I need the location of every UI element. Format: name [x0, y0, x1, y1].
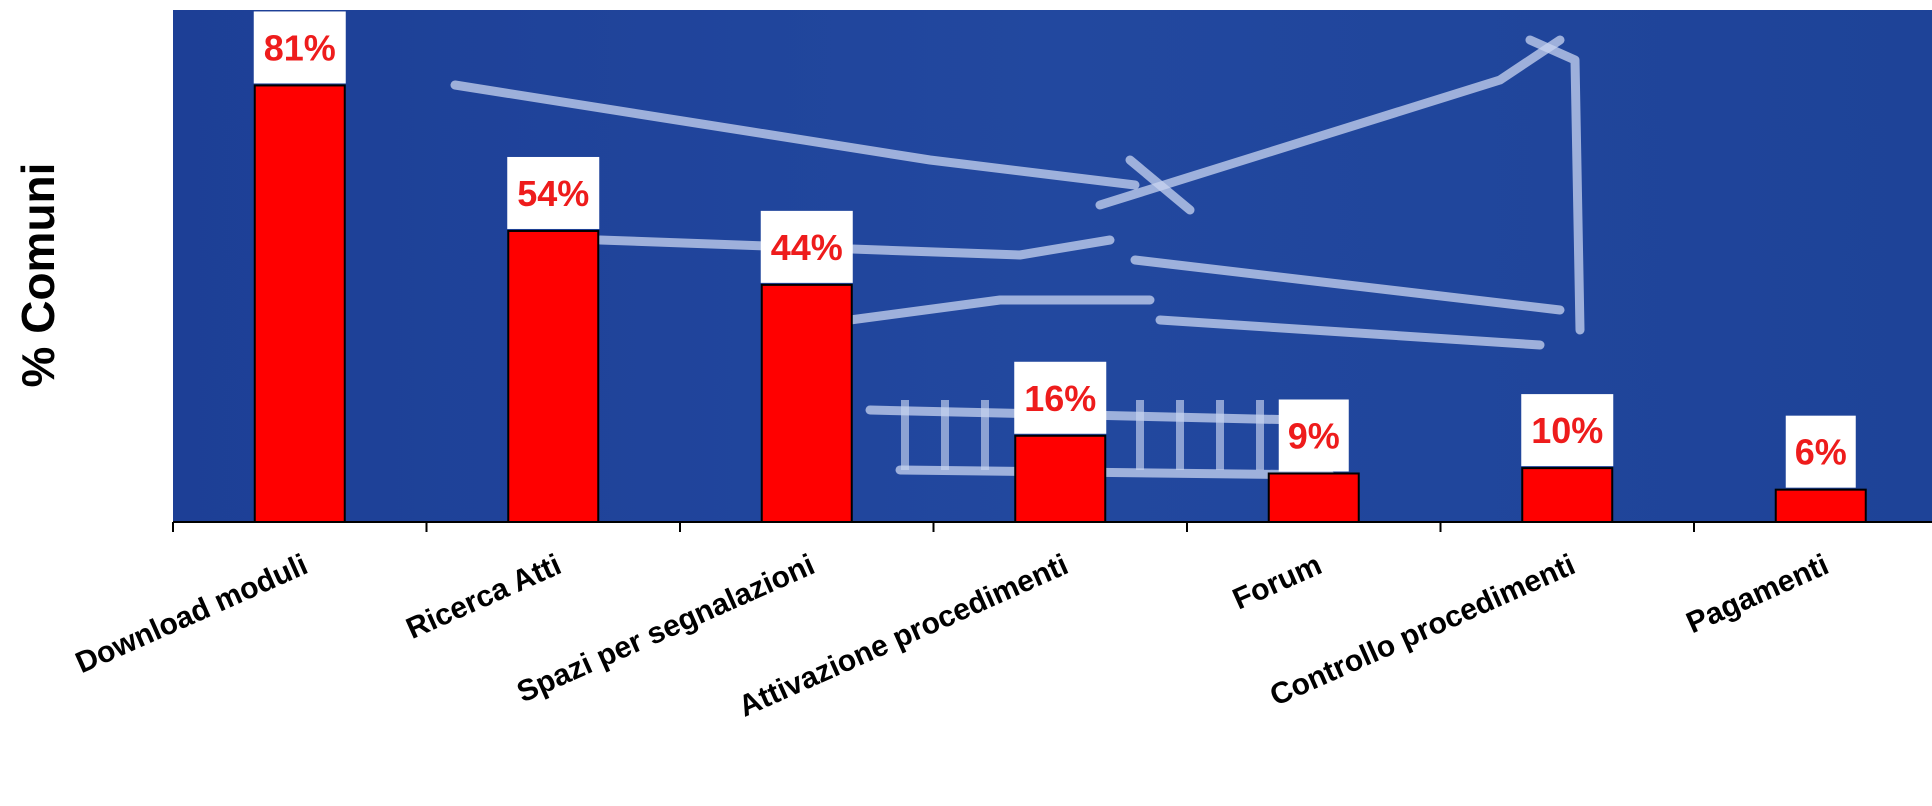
- bar-1: [507, 229, 600, 523]
- bar-4: [1267, 472, 1360, 524]
- bar-2: [760, 283, 853, 523]
- data-label-box-0: [253, 11, 346, 84]
- data-label-box-6: [1785, 415, 1856, 488]
- background-emblem-columns: [901, 400, 1264, 470]
- x-tick-label-0: Download moduli: [71, 548, 313, 680]
- data-label-5: 10%: [1531, 410, 1603, 451]
- x-tick-label-4: Forum: [1228, 548, 1327, 616]
- data-label-2: 44%: [771, 227, 843, 268]
- data-label-box-1: [507, 156, 600, 229]
- data-label-box-4: [1278, 399, 1349, 472]
- bar-3: [1014, 434, 1107, 524]
- x-axis: [172, 521, 1932, 532]
- data-label-box-3: [1014, 361, 1107, 434]
- x-tick-label-6: Pagamenti: [1682, 548, 1834, 640]
- data-label-box-2: [760, 210, 853, 283]
- data-label-4: 9%: [1288, 415, 1340, 456]
- data-labels-layer: 81% 54% 44% 16% 9% 10% 6%: [253, 11, 1856, 488]
- y-axis-label: % Comuni: [12, 163, 64, 388]
- data-label-3: 16%: [1024, 378, 1096, 419]
- bar-5: [1521, 467, 1614, 523]
- bars-layer: [253, 84, 1867, 524]
- data-label-0: 81%: [264, 27, 336, 68]
- data-label-6: 6%: [1795, 432, 1847, 473]
- bar-0: [253, 84, 346, 523]
- data-label-1: 54%: [517, 173, 589, 214]
- data-label-box-5: [1521, 394, 1614, 467]
- x-tick-label-1: Ricerca Atti: [401, 548, 566, 646]
- bar-6: [1774, 488, 1867, 523]
